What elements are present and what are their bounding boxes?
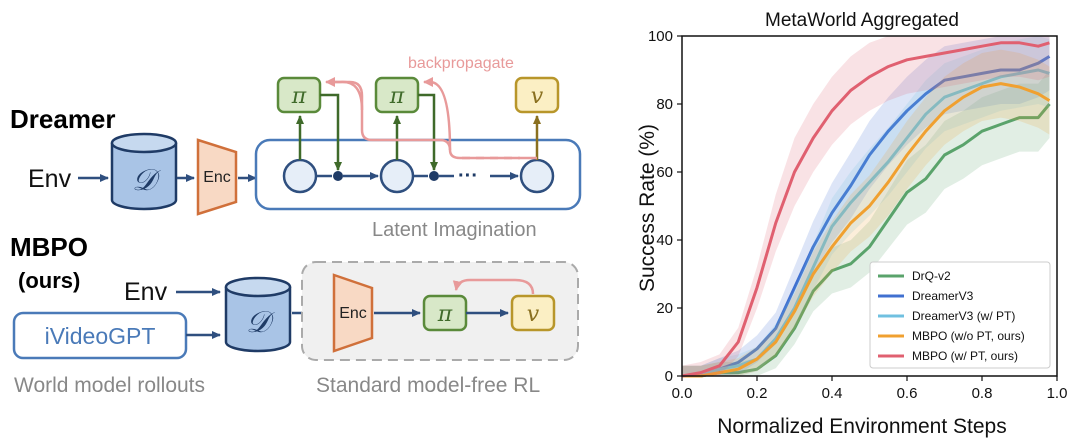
latent-node (379, 158, 415, 194)
legend-entry: DrQ-v2 (912, 269, 951, 283)
latent-node (282, 158, 318, 194)
dreamer-value-box (514, 76, 560, 114)
backpropagate-label: backpropagate (408, 55, 514, 72)
dreamer-encoder-shape (196, 138, 238, 216)
dreamer-policy-symbol: π (291, 84, 307, 109)
plot-area (681, 36, 1051, 378)
latent-imagination-label: Latent Imagination (372, 219, 537, 241)
mbpo-encoder-label: Enc (339, 305, 367, 322)
x-tick-label: 0.6 (897, 385, 918, 402)
world-model-label: iVideoGPT (45, 323, 156, 349)
series-confidence-band (682, 36, 1050, 376)
y-tick-label: 100 (648, 28, 673, 45)
x-tick-label: 0.8 (972, 385, 993, 402)
legend-entry: DreamerV3 (912, 289, 974, 303)
mbpo-replay-buffer-icon (224, 276, 292, 353)
y-tick-label: 20 (656, 300, 673, 317)
series-line (682, 68, 1050, 378)
dreamer-env-label: Env (28, 165, 72, 193)
legend: DrQ-v2 DreamerV3 DreamerV3 (w/ PT) MBPO (w/… (869, 261, 1051, 369)
action-dot (333, 171, 343, 181)
legend-entry: DreamerV3 (w/ PT) (912, 309, 1015, 323)
legend-entry: MBPO (w/ PT, ours) (912, 349, 1018, 363)
model-free-rl-label: Standard model-free RL (316, 374, 540, 397)
mbpo-encoder-shape (332, 273, 374, 353)
x-tick-label: 0.0 (672, 385, 693, 402)
mbpo-backprop-arrow (452, 278, 535, 295)
y-tick-label: 80 (656, 96, 673, 113)
x-tick-label: 0.4 (822, 385, 843, 402)
architecture-diagram: Dreamer Env 𝒟 Enc Latent Imagination ···… (10, 55, 582, 397)
mbpo-value-symbol: 𝑣 (527, 302, 540, 327)
y-tick-label: 40 (656, 232, 673, 249)
y-tick-label: 0 (665, 368, 673, 385)
mbpo-value-box (510, 294, 556, 332)
mbpo-policy-symbol: π (437, 302, 453, 327)
series-line (682, 55, 1051, 378)
success-rate-chart: MetaWorld Aggregated Success Rate (%) No… (636, 10, 1068, 438)
x-tick-label: 1.0 (1047, 385, 1068, 402)
dreamer-encoder-label: Enc (203, 169, 231, 186)
latent-node (519, 158, 555, 194)
series-line (682, 82, 1051, 378)
dreamer-policy-symbol: π (389, 84, 405, 109)
latent-ellipsis: ··· (458, 165, 478, 187)
mbpo-env-label: Env (124, 278, 168, 306)
mbpo-subtitle: (ours) (18, 268, 80, 293)
chart-title: MetaWorld Aggregated (765, 10, 959, 31)
y-tick-label: 60 (656, 164, 673, 181)
series-line (681, 41, 1050, 378)
x-axis-label: Normalized Environment Steps (717, 415, 1006, 438)
series-confidence-band (682, 36, 1050, 376)
dreamer-replay-buffer-icon (110, 132, 178, 211)
dreamer-title: Dreamer (10, 104, 116, 134)
y-axis-label: Success Rate (%) (636, 124, 659, 292)
legend-entry: MBPO (w/o PT, ours) (912, 329, 1025, 343)
plot-frame (681, 35, 1058, 377)
mbpo-title: MBPO (10, 232, 88, 262)
world-model-rollouts-label: World model rollouts (14, 374, 205, 397)
series-line (682, 103, 1051, 378)
series-confidence-band (682, 49, 1050, 376)
legend-box (869, 261, 1051, 369)
action-dot (429, 171, 439, 181)
dreamer-value-symbol: 𝑣 (531, 84, 544, 109)
x-tick-label: 0.2 (747, 385, 768, 402)
